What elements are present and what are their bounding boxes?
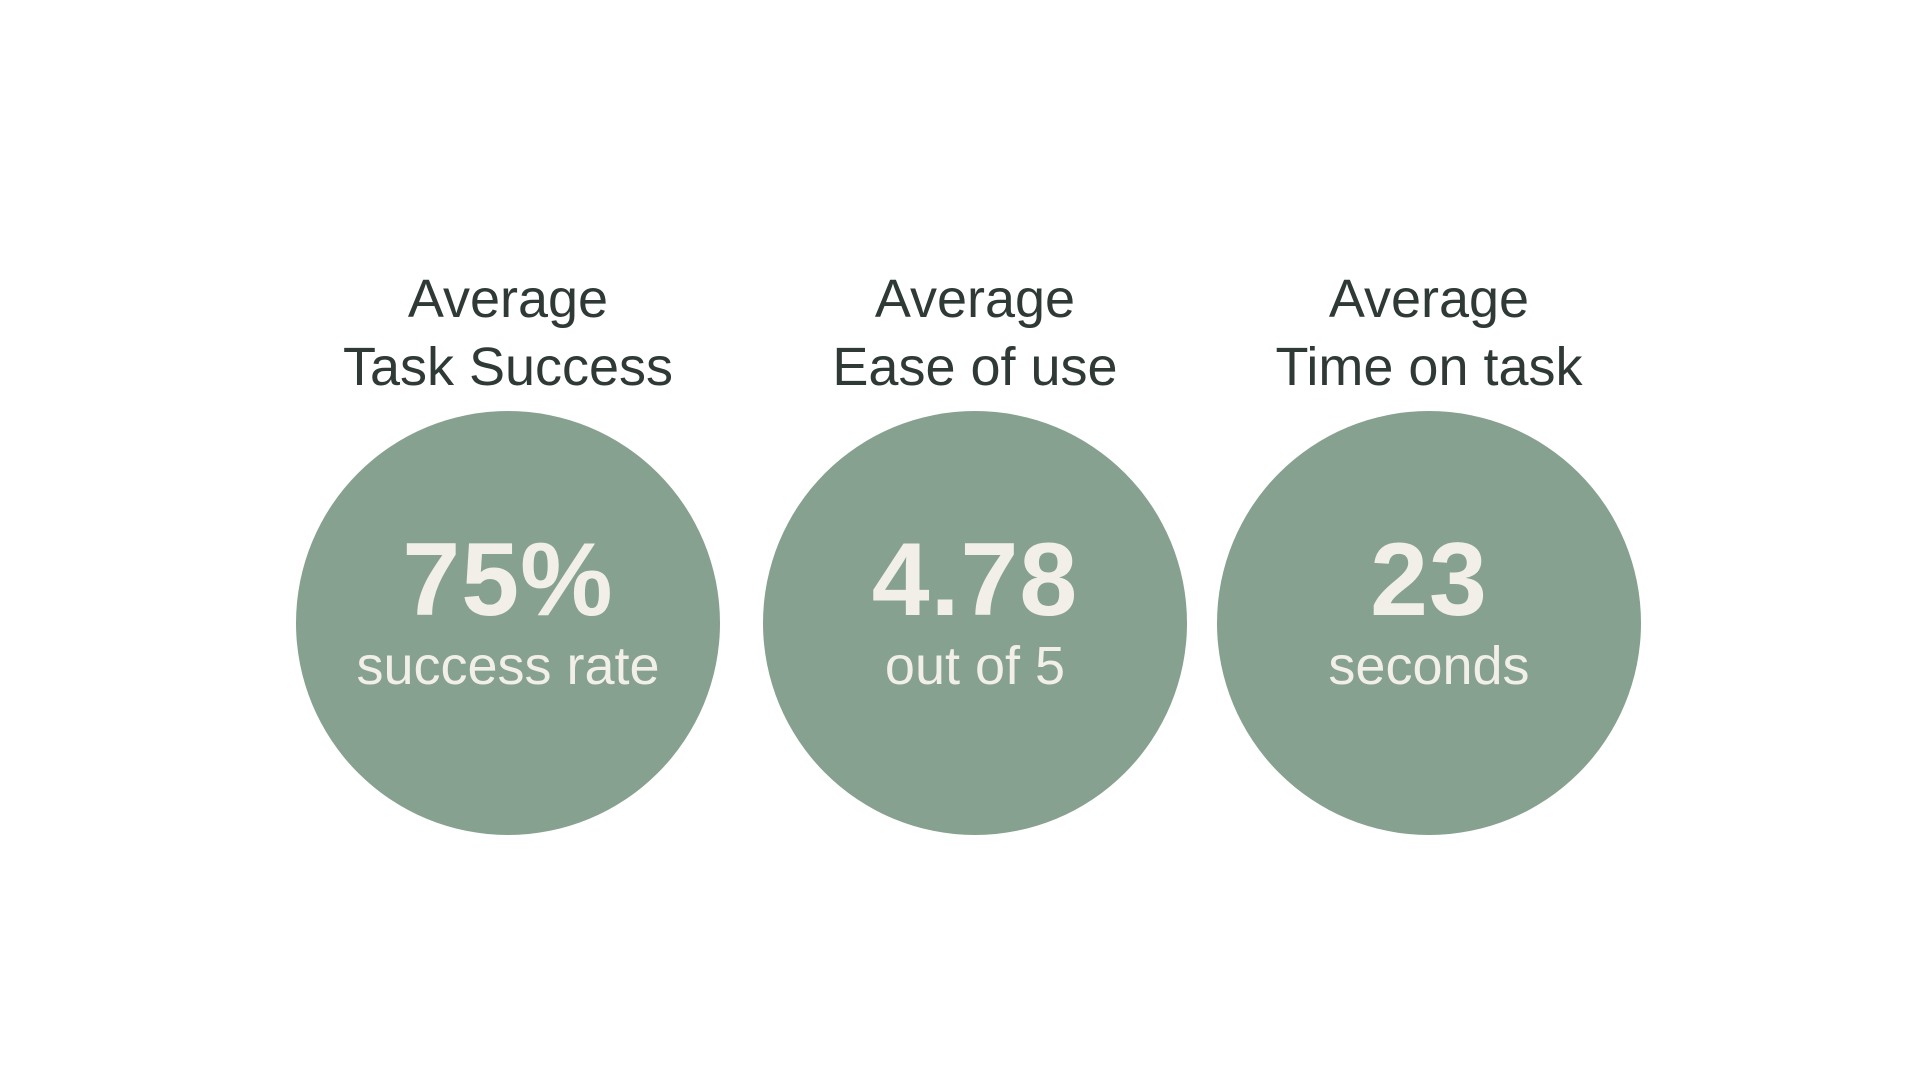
metric-time-on-task: Average Time on task 23 seconds <box>1214 265 1644 835</box>
metric-caption: seconds <box>1328 636 1530 696</box>
metric-heading-line2: Ease of use <box>832 337 1118 397</box>
metric-heading-line2: Task Success <box>342 337 674 397</box>
metric-circle: 75% success rate <box>296 411 720 835</box>
metric-ease-of-use: Average Ease of use 4.78 out of 5 <box>760 265 1190 835</box>
metric-heading: Average Task Success <box>343 265 673 401</box>
metric-value: 23 <box>1370 522 1488 638</box>
metric-heading-line1: Average <box>407 269 609 329</box>
metric-heading-line2: Time on task <box>1275 337 1583 397</box>
metric-task-success: Average Task Success 75% success rate <box>293 265 723 835</box>
metric-caption: success rate <box>356 636 660 696</box>
metric-value: 75% <box>402 522 614 638</box>
metric-heading: Average Ease of use <box>832 265 1117 401</box>
metric-circle: 23 seconds <box>1217 411 1641 835</box>
metric-heading-line1: Average <box>874 269 1076 329</box>
metric-circle: 4.78 out of 5 <box>763 411 1187 835</box>
metric-heading: Average Time on task <box>1275 265 1582 401</box>
metric-heading-line1: Average <box>1328 269 1530 329</box>
metric-value: 4.78 <box>871 522 1079 638</box>
metric-caption: out of 5 <box>884 636 1066 696</box>
